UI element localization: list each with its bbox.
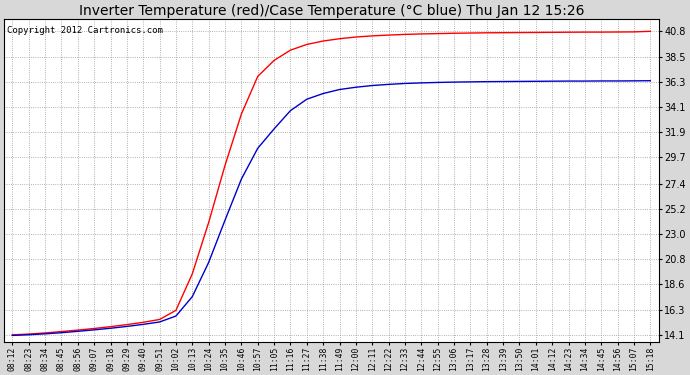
- Title: Inverter Temperature (red)/Case Temperature (°C blue) Thu Jan 12 15:26: Inverter Temperature (red)/Case Temperat…: [79, 4, 584, 18]
- Text: Copyright 2012 Cartronics.com: Copyright 2012 Cartronics.com: [8, 26, 164, 35]
